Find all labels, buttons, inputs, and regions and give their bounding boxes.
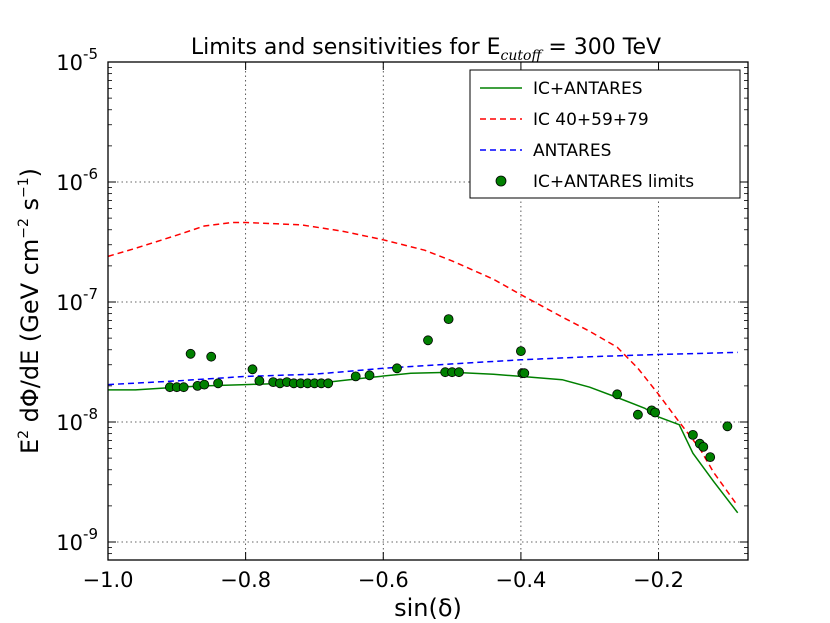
scatter-point [705, 452, 716, 463]
y-axis-label-sup3: −1 [16, 177, 32, 198]
x-tick-label: −0.2 [633, 568, 684, 592]
x-tick-label: −0.4 [495, 568, 546, 592]
scatter-point [199, 379, 210, 390]
y-tick-label: 10-6 [56, 165, 98, 195]
scatter-point [323, 378, 334, 389]
chart-title: Limits and sensitivities for Ecutoff = 3… [191, 35, 661, 64]
series-line-ic-40-59-79 [107, 221, 739, 507]
scatter-point [650, 407, 660, 418]
y-tick-exponent: -7 [83, 285, 98, 303]
y-axis-label-part4: ) [16, 168, 44, 177]
y-axis-label-sup2: −2 [16, 218, 32, 239]
y-tick-base: 10 [56, 531, 83, 555]
y-tick-exponent: -9 [83, 525, 98, 543]
legend-marker-limits [495, 175, 507, 187]
chart-title-prefix: Limits and sensitivities for E [191, 35, 501, 60]
y-tick-base: 10 [56, 51, 83, 75]
y-tick-base: 10 [56, 291, 83, 315]
scatter-point [519, 368, 530, 379]
grid [108, 62, 748, 560]
legend-label-limits: IC+ANTARES limits [533, 172, 694, 192]
y-axis-label-part1: E [16, 439, 44, 454]
y-axis-label-sup1: 2 [16, 430, 32, 439]
scatter-point [688, 429, 698, 440]
legend: IC+ANTARES IC 40+59+79 ANTARES IC+ANTARE… [469, 69, 741, 199]
scatter-point [392, 363, 402, 374]
scatter-point [516, 346, 526, 357]
scatter-point [178, 382, 189, 393]
scatter-point [364, 370, 375, 381]
ticks: −1.0 −0.8 −0.6 −0.4 −0.210-910-810-710-610-5 [56, 45, 748, 592]
y-tick-base: 10 [56, 171, 83, 195]
scatter-point [350, 371, 361, 382]
chart-title-subscript: cutoff [501, 48, 544, 64]
scatter-point [698, 441, 709, 452]
series-line-antares [107, 351, 738, 386]
scatter-point [722, 421, 733, 432]
x-tick-label: −1.0 [83, 568, 134, 592]
y-tick-exponent: -5 [83, 45, 98, 63]
y-tick-exponent: -6 [83, 165, 98, 183]
x-axis-label: sin(δ) [394, 594, 462, 622]
y-tick-exponent: -8 [83, 405, 98, 423]
scatter-point [254, 375, 265, 386]
legend-box [469, 69, 741, 199]
y-tick-label: 10-7 [56, 285, 98, 315]
scatter-point [454, 367, 464, 378]
legend-label-ic-antares: IC+ANTARES [533, 79, 643, 99]
scatter-point [423, 335, 433, 346]
y-axis-label: E2 dΦ/dE (GeV cm−2 s−1) [16, 168, 44, 454]
scatter-point [247, 364, 258, 375]
y-tick-base: 10 [56, 411, 83, 435]
scatter-point [206, 351, 217, 362]
x-tick-label: −0.8 [220, 568, 271, 592]
y-tick-label: 10-8 [56, 405, 98, 435]
y-axis-label-part3: s [16, 198, 44, 218]
legend-label-antares: ANTARES [533, 141, 611, 161]
scatter-point [443, 314, 454, 325]
scatter-point [612, 389, 623, 400]
scatter-point [213, 378, 224, 389]
scatter-layer [164, 314, 733, 463]
y-tick-label: 10-5 [56, 45, 98, 75]
y-axis-label-part2: dΦ/dE (GeV cm [16, 239, 44, 430]
scatter-point [633, 409, 643, 420]
x-tick-label: −0.6 [358, 568, 409, 592]
scatter-point [185, 348, 196, 359]
plot-frame [107, 61, 749, 561]
y-tick-label: 10-9 [56, 525, 98, 555]
chart-title-suffix: = 300 TeV [541, 35, 661, 60]
legend-label-ic-40-59-79: IC 40+59+79 [533, 110, 649, 130]
